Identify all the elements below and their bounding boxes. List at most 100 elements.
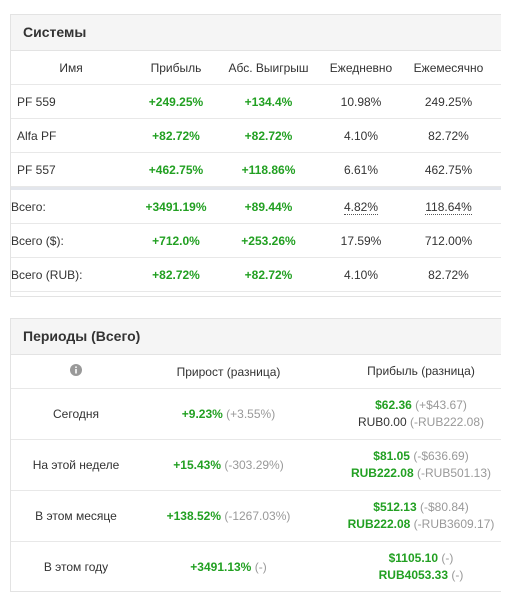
cell-text: 118.64% bbox=[425, 199, 472, 215]
growth: +138.52% bbox=[166, 509, 221, 523]
cell-text: 6.61% bbox=[343, 162, 379, 177]
cell-text: 712.00% bbox=[424, 233, 473, 248]
profit-usd-line: $81.05 (-$636.69) bbox=[341, 448, 501, 465]
col-header: Прибыль (разница) bbox=[367, 364, 475, 378]
profit-rub: RUB0.00 bbox=[357, 415, 407, 429]
cell: 4.10% bbox=[316, 268, 406, 282]
table-row: Alfa PF +82.72% +82.72% 4.10% 82.72% bbox=[11, 119, 501, 153]
cell: +118.86% bbox=[221, 163, 316, 177]
cell: Всего (RUB): bbox=[11, 268, 131, 282]
cell: 4.82% bbox=[316, 199, 406, 215]
profit-usd-diff: (-$80.84) bbox=[420, 500, 469, 514]
growth-cell: +15.43% (-303.29%) bbox=[141, 458, 316, 472]
col-header: Прибыль bbox=[150, 60, 202, 75]
profit-rub-diff: (-) bbox=[451, 568, 464, 582]
cell: Alfa PF bbox=[11, 129, 131, 143]
cell-text: +712.0% bbox=[152, 233, 200, 248]
cell: 6.61% bbox=[316, 163, 406, 177]
profit-cell: $81.05 (-$636.69) RUB222.08 (-RUB501.13) bbox=[316, 448, 501, 482]
cell: +462.75% bbox=[131, 163, 221, 177]
cell-text: +82.72% bbox=[244, 128, 293, 143]
cell-text: 82.72% bbox=[428, 128, 469, 143]
info-icon[interactable] bbox=[11, 364, 141, 379]
icon[interactable] bbox=[70, 364, 82, 376]
col-header: Абс. Выигрыш bbox=[228, 60, 309, 75]
col-header: Ежедневно bbox=[329, 60, 393, 75]
profit-usd-line: $512.13 (-$80.84) bbox=[341, 499, 501, 516]
cell-text: PF 559 bbox=[17, 94, 56, 109]
growth: +3491.13% bbox=[190, 560, 252, 574]
profit-usd-line: $62.36 (+$43.67) bbox=[341, 397, 501, 414]
profit-rub-diff: (-RUB222.08) bbox=[410, 415, 485, 429]
period-label: В этом году bbox=[43, 560, 109, 574]
cell: +82.72% bbox=[221, 268, 316, 282]
cell: 82.72% bbox=[406, 129, 491, 143]
cell-text: 462.75% bbox=[424, 162, 473, 177]
cell: 462.75% bbox=[406, 163, 491, 177]
cell: 4.10% bbox=[316, 129, 406, 143]
table-row: Всего ($): +712.0% +253.26% 17.59% 712.00% bbox=[11, 224, 501, 258]
cell: +253.26% bbox=[221, 234, 316, 248]
profit-usd-diff: (+$43.67) bbox=[415, 398, 467, 412]
growth-diff: (+3.55%) bbox=[226, 407, 276, 421]
table-row: PF 559 +249.25% +134.4% 10.98% 249.25% bbox=[11, 85, 501, 119]
profit-rub: RUB222.08 bbox=[350, 466, 414, 480]
cell-text: +462.75% bbox=[148, 162, 204, 177]
panel-title: Периоды (Всего) bbox=[11, 319, 501, 355]
cell: 249.25% bbox=[406, 95, 491, 109]
header-row: Прирост (разница) Прибыль (разница) bbox=[11, 355, 501, 389]
cell: +82.72% bbox=[221, 129, 316, 143]
cell: Всего: bbox=[11, 200, 131, 214]
rows: Сегодня +9.23% (+3.55%) $62.36 (+$43.67) RU… bbox=[11, 389, 501, 591]
cell-text: +253.26% bbox=[241, 233, 296, 248]
profit-usd: $62.36 bbox=[375, 398, 412, 412]
col-header: Прирост (разница) bbox=[176, 364, 281, 379]
table-row: На этой неделе +15.43% (-303.29%) $81.05 (… bbox=[11, 440, 501, 491]
table-row: Всего (RUB): +82.72% +82.72% 4.10% 82.72% bbox=[11, 258, 501, 292]
growth: +15.43% bbox=[173, 458, 221, 472]
period-label: Сегодня bbox=[53, 407, 99, 421]
growth: +9.23% bbox=[181, 407, 223, 421]
profit-usd: $81.05 bbox=[373, 449, 410, 463]
panel-title: Системы bbox=[11, 15, 501, 51]
table-row: Сегодня +9.23% (+3.55%) $62.36 (+$43.67) RU… bbox=[11, 389, 501, 440]
cell: +89.44% bbox=[221, 200, 316, 214]
cell-text: +134.4% bbox=[244, 94, 293, 109]
cell: 118.64% bbox=[406, 199, 491, 215]
growth-cell: +9.23% (+3.55%) bbox=[141, 407, 316, 421]
col-header: Ежемесячно bbox=[413, 60, 484, 75]
profit-usd-diff: (-) bbox=[441, 551, 454, 565]
profit-usd: $1105.10 bbox=[388, 551, 439, 565]
cell-text: +82.72% bbox=[244, 267, 293, 282]
profit-rub-line: RUB222.08 (-RUB501.13) bbox=[341, 465, 501, 482]
profit-cell: $62.36 (+$43.67) RUB0.00 (-RUB222.08) bbox=[316, 397, 501, 431]
profit-usd-diff: (-$636.69) bbox=[413, 449, 469, 463]
cell-text: Всего ($): bbox=[11, 233, 64, 248]
profit-cell: $1105.10 (-) RUB4053.33 (-) bbox=[316, 550, 501, 584]
cell: 17.59% bbox=[316, 234, 406, 248]
period-label: В этом месяце bbox=[35, 509, 117, 523]
profit-usd: $512.13 bbox=[373, 500, 417, 514]
cell: Всего ($): bbox=[11, 234, 131, 248]
table-row: В этом году +3491.13% (-) $1105.10 (-) RUB4… bbox=[11, 542, 501, 591]
systems-panel: Системы Имя Прибыль Абс. Выигрыш Ежеднев… bbox=[10, 14, 501, 297]
header-row: Имя Прибыль Абс. Выигрыш Ежедневно Ежеме… bbox=[11, 51, 501, 85]
cell-text: +89.44% bbox=[244, 199, 293, 214]
profit-cell: $512.13 (-$80.84) RUB222.08 (-RUB3609.17) bbox=[316, 499, 501, 533]
cell-text: 4.10% bbox=[343, 267, 379, 282]
cell-text: 4.10% bbox=[343, 128, 379, 143]
cell-text: 10.98% bbox=[340, 94, 382, 109]
growth-cell: +3491.13% (-) bbox=[141, 560, 316, 574]
cell-text: 17.59% bbox=[340, 233, 382, 248]
cell-text: 249.25% bbox=[424, 94, 473, 109]
profit-rub-diff: (-RUB3609.17) bbox=[413, 517, 495, 531]
cell-text: +3491.19% bbox=[145, 199, 207, 214]
growth-cell: +138.52% (-1267.03%) bbox=[141, 509, 316, 523]
cell: PF 557 bbox=[11, 163, 131, 177]
periods-panel: Периоды (Всего) Прирост (разница) Прибыл… bbox=[10, 318, 501, 592]
cell: PF 559 bbox=[11, 95, 131, 109]
profit-usd-line: $1105.10 (-) bbox=[341, 550, 501, 567]
profit-rub-line: RUB0.00 (-RUB222.08) bbox=[341, 414, 501, 431]
profit-rub: RUB222.08 bbox=[347, 517, 411, 531]
